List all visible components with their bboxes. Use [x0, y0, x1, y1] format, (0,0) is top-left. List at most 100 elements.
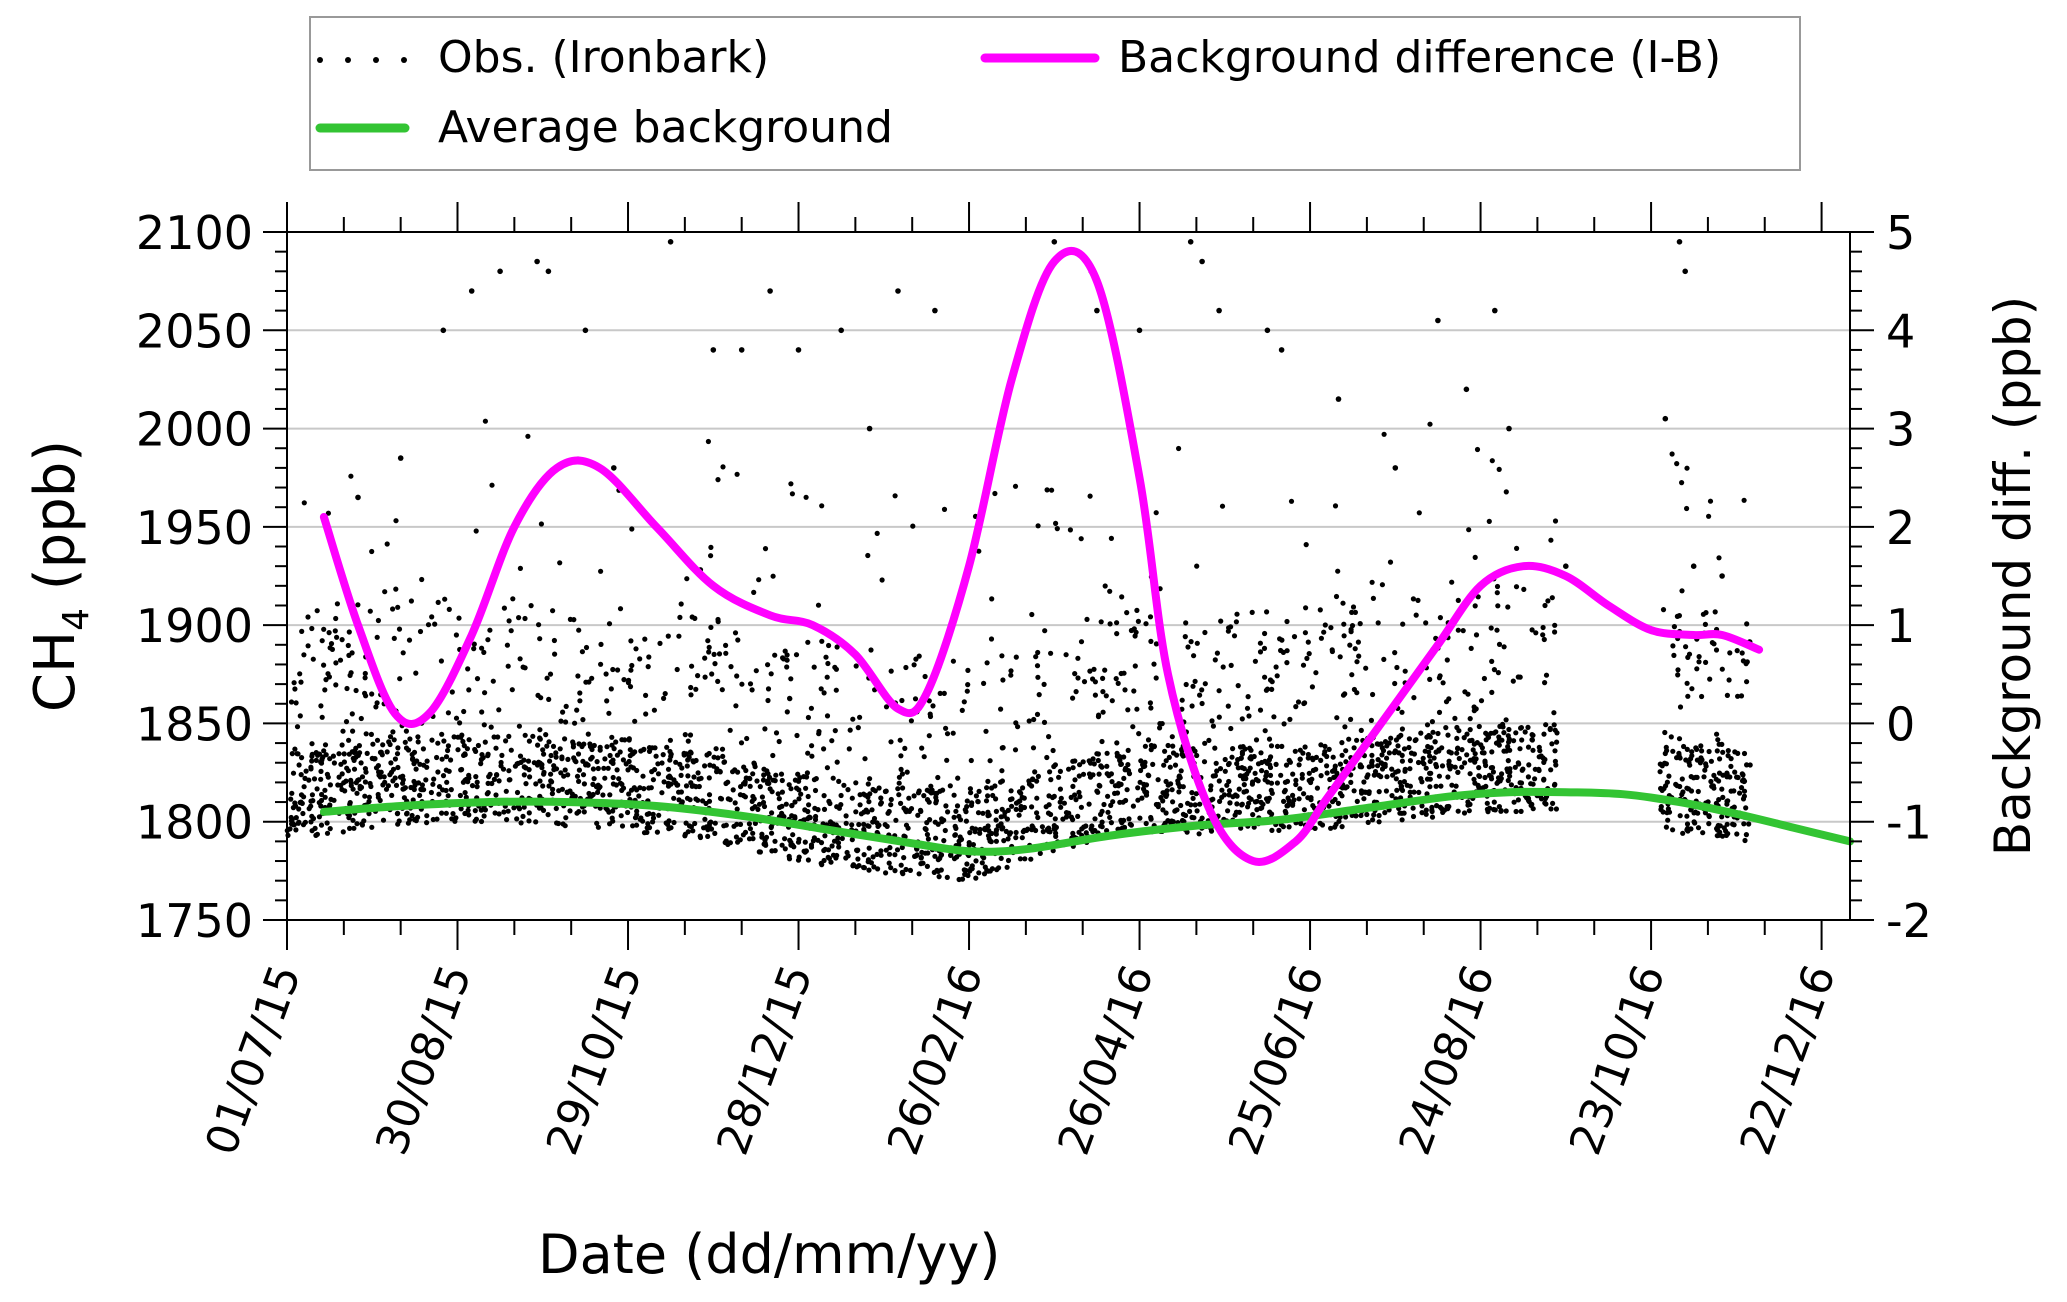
obs-point — [1143, 820, 1149, 827]
obs-point — [688, 824, 695, 830]
obs-point — [1247, 745, 1253, 751]
obs-point — [1529, 627, 1535, 633]
obs-point — [1490, 769, 1496, 775]
obs-point — [1169, 734, 1175, 740]
obs-point — [916, 871, 922, 877]
obs-point — [374, 737, 381, 743]
obs-point — [393, 518, 399, 524]
obs-point — [616, 776, 622, 782]
obs-point — [1481, 675, 1487, 682]
obs-point — [336, 774, 342, 780]
obs-point — [1514, 545, 1520, 552]
obs-point — [522, 615, 528, 622]
obs-point — [1529, 732, 1535, 738]
obs-point — [1511, 799, 1517, 805]
obs-point — [678, 789, 685, 795]
obs-point — [492, 810, 498, 816]
obs-point — [1728, 763, 1734, 770]
obs-point — [831, 838, 838, 844]
obs-point — [1419, 803, 1425, 809]
obs-point — [1153, 641, 1159, 647]
obs-point — [1335, 568, 1341, 574]
obs-point — [1197, 801, 1203, 807]
obs-point — [523, 781, 529, 787]
obs-point — [1265, 796, 1271, 802]
obs-point — [1549, 741, 1555, 747]
obs-point — [843, 813, 849, 819]
obs-point — [1443, 725, 1449, 731]
obs-point — [525, 433, 531, 439]
obs-point — [309, 741, 315, 747]
obs-point — [353, 687, 359, 694]
obs-point — [506, 777, 512, 783]
obs-point — [865, 823, 871, 829]
obs-point — [395, 604, 401, 610]
obs-point — [435, 599, 441, 606]
obs-point — [1216, 778, 1222, 784]
obs-point — [989, 596, 995, 602]
obs-point — [1016, 812, 1022, 818]
obs-point — [350, 817, 356, 823]
obs-point — [594, 820, 600, 826]
obs-point — [1246, 795, 1252, 801]
obs-point — [321, 626, 327, 632]
obs-point — [990, 792, 996, 799]
obs-point — [491, 734, 497, 740]
obs-point — [701, 825, 707, 831]
obs-point — [1452, 715, 1458, 722]
obs-point — [1726, 677, 1732, 683]
obs-point — [368, 731, 374, 738]
obs-point — [327, 802, 333, 808]
obs-point — [1711, 772, 1717, 779]
obs-point — [605, 765, 611, 771]
obs-point — [899, 697, 905, 704]
obs-point — [697, 833, 703, 839]
obs-point — [1105, 809, 1111, 815]
obs-point — [1332, 763, 1338, 769]
obs-point — [772, 778, 778, 784]
obs-point — [554, 820, 560, 826]
obs-point — [642, 636, 648, 642]
obs-point — [744, 735, 750, 742]
obs-point — [1707, 676, 1713, 682]
obs-point — [691, 774, 697, 780]
obs-point — [834, 852, 840, 859]
obs-point — [878, 852, 884, 858]
obs-point — [1476, 784, 1482, 791]
obs-point — [1375, 763, 1381, 769]
obs-point — [1378, 760, 1384, 766]
obs-point — [893, 817, 899, 823]
obs-point — [1395, 743, 1401, 749]
obs-point — [746, 836, 753, 842]
obs-point — [1300, 662, 1307, 668]
obs-point — [1702, 621, 1708, 628]
obs-point — [375, 791, 381, 798]
obs-point — [805, 750, 811, 756]
obs-point — [1310, 803, 1316, 809]
obs-point — [1269, 679, 1275, 685]
obs-point — [824, 765, 831, 771]
obs-point — [602, 775, 608, 781]
obs-point — [1290, 800, 1296, 807]
obs-point — [1170, 750, 1177, 756]
obs-point — [318, 797, 325, 804]
obs-point — [722, 839, 728, 846]
obs-point — [650, 777, 657, 783]
obs-point — [1399, 817, 1405, 823]
y2-tick-label: 4 — [1886, 304, 1915, 358]
obs-point — [1220, 664, 1226, 670]
obs-point — [1536, 766, 1542, 772]
obs-point — [1665, 817, 1671, 823]
obs-point — [1212, 745, 1218, 751]
obs-point — [1361, 796, 1367, 802]
obs-point — [1318, 635, 1324, 641]
obs-point — [776, 738, 782, 745]
obs-point — [1411, 751, 1417, 757]
obs-point — [958, 836, 965, 843]
obs-point — [293, 700, 299, 706]
obs-point — [417, 792, 423, 799]
obs-point — [1369, 763, 1375, 769]
obs-point — [396, 626, 403, 632]
obs-point — [941, 838, 947, 844]
obs-point — [1540, 632, 1546, 638]
